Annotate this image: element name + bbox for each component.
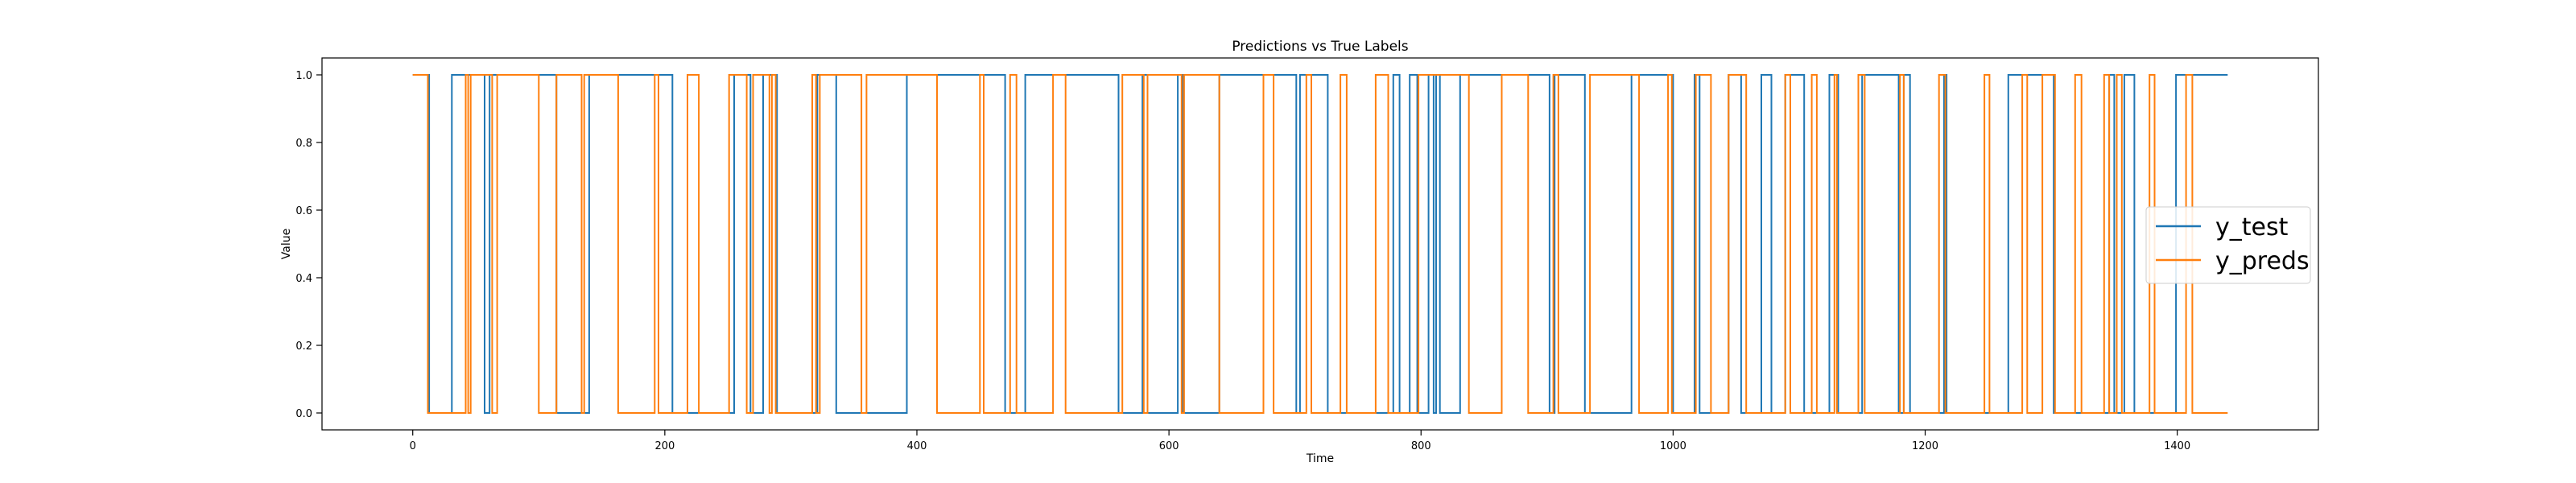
series-line-y-preds <box>412 74 2228 414</box>
chart-title: Predictions vs True Labels <box>1232 39 1408 55</box>
y-tick-label: 1.0 <box>295 70 312 82</box>
legend: y_test y_preds <box>2145 206 2311 284</box>
x-tick-label: 1200 <box>1912 440 1938 452</box>
y-axis-ticks: 0.0 0.2 0.4 0.6 0.8 1.0 <box>295 70 322 420</box>
axes-frame <box>321 57 2319 431</box>
plot-area <box>321 57 2319 431</box>
legend-label-y-test: y_test <box>2215 213 2289 242</box>
y-axis-label: Value <box>280 229 293 259</box>
y-tick-label: 0.4 <box>295 273 312 285</box>
x-axis-ticks: 0 200 400 600 800 1000 1200 1400 <box>410 430 2190 452</box>
x-tick-label: 0 <box>410 440 416 452</box>
x-tick-label: 1000 <box>1660 440 1686 452</box>
x-tick-label: 200 <box>654 440 675 452</box>
x-tick-label: 800 <box>1411 440 1431 452</box>
y-tick-label: 0.6 <box>295 205 312 217</box>
y-tick-label: 0.0 <box>295 408 312 420</box>
x-tick-label: 600 <box>1159 440 1179 452</box>
y-tick-label: 0.2 <box>295 341 312 353</box>
series-layer <box>412 74 2228 414</box>
y-tick-label: 0.8 <box>295 138 312 150</box>
x-axis-label: Time <box>1306 452 1334 465</box>
x-tick-label: 1400 <box>2164 440 2190 452</box>
legend-label-y-preds: y_preds <box>2215 247 2310 275</box>
x-tick-label: 400 <box>907 440 927 452</box>
